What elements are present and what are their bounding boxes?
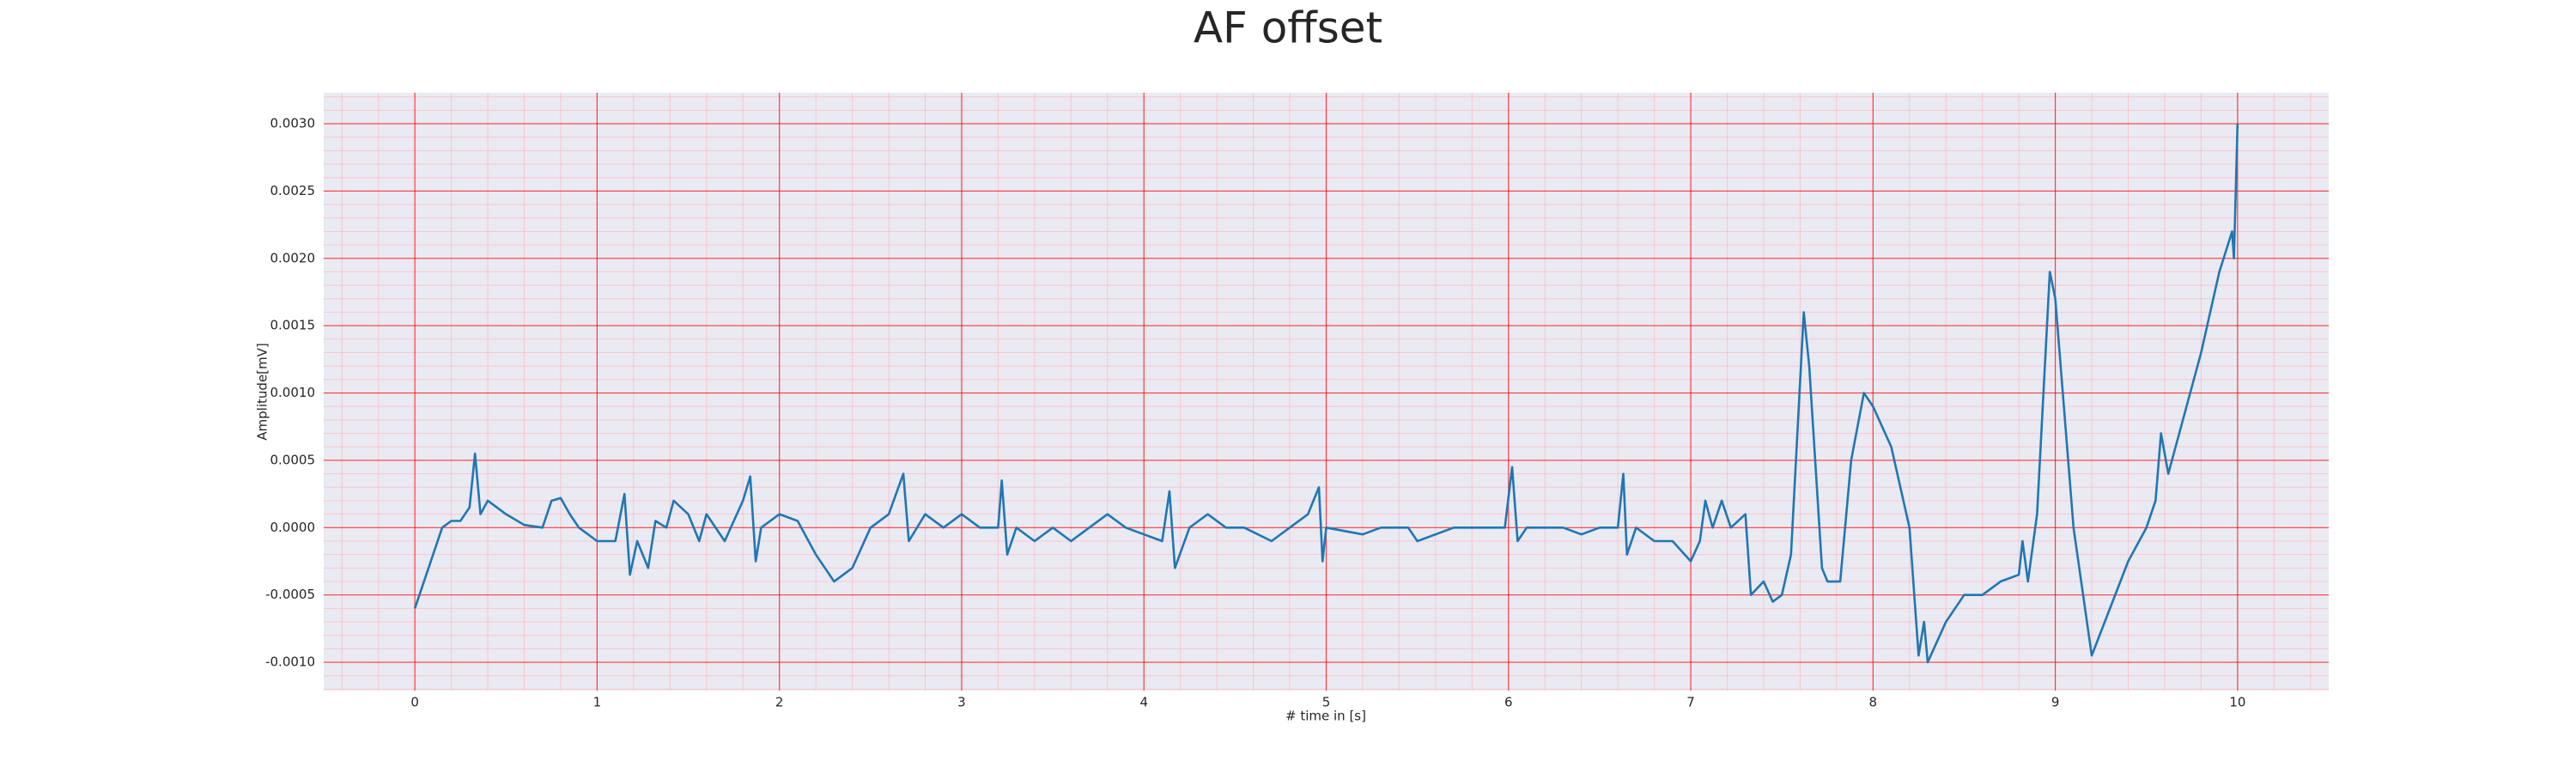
y-tick-label: 0.0000 <box>270 520 316 535</box>
y-tick-label: 0.0030 <box>270 116 316 131</box>
x-tick-label: 10 <box>2229 695 2245 710</box>
y-tick-label: 0.0015 <box>270 318 316 333</box>
x-axis-label: # time in [s] <box>1285 709 1366 724</box>
x-tick-label: 7 <box>1686 695 1695 710</box>
x-tick-label: 8 <box>1869 695 1878 710</box>
x-tick-label: 3 <box>957 695 966 710</box>
x-tick-label: 9 <box>2051 695 2060 710</box>
x-tick-label: 1 <box>593 695 602 710</box>
series-line <box>413 124 2239 664</box>
chart-title: AF offset <box>1194 3 1382 53</box>
x-tick-label: 0 <box>410 695 419 710</box>
y-tick-label: -0.0005 <box>265 587 315 602</box>
x-tick-label: 5 <box>1322 695 1331 710</box>
y-tick-label: 0.0025 <box>270 183 316 198</box>
y-tick-label: 0.0005 <box>270 452 316 467</box>
x-tick-label: 2 <box>775 695 784 710</box>
y-axis-label: Amplitude[mV] <box>255 343 270 440</box>
x-tick-label: 6 <box>1504 695 1513 710</box>
y-tick-label: -0.0010 <box>265 654 315 670</box>
y-tick-label: 0.0010 <box>270 385 316 400</box>
y-tick-label: 0.0020 <box>270 250 316 265</box>
x-tick-label: 4 <box>1139 695 1148 710</box>
